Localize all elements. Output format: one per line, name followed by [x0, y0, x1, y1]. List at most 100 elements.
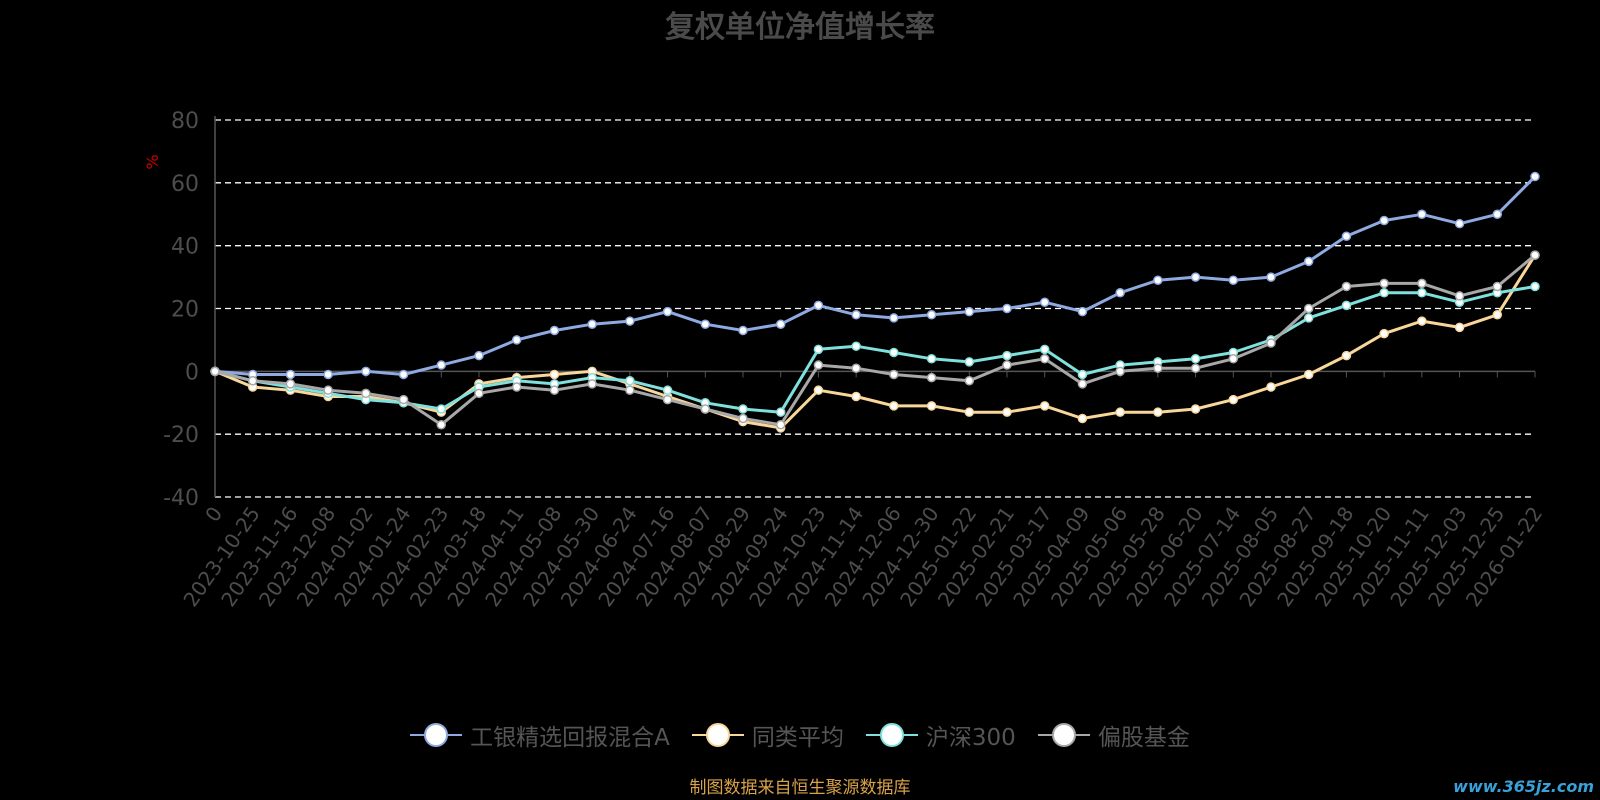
- data-point: [361, 388, 371, 399]
- data-point: [1266, 382, 1276, 392]
- data-point: [775, 319, 786, 329]
- data-point: [436, 404, 447, 414]
- data-point: [210, 366, 220, 377]
- data-point: [775, 419, 786, 430]
- data-point: [247, 376, 258, 386]
- data-point: [1417, 278, 1427, 289]
- data-point: [813, 344, 824, 355]
- data-point: [1303, 369, 1314, 380]
- data-point: [587, 379, 597, 389]
- data-point: [1303, 313, 1314, 323]
- y-tick-label: 80: [171, 109, 199, 134]
- data-point: [926, 401, 937, 411]
- legend-item[interactable]: 工银精选回报混合A: [410, 718, 670, 752]
- data-point: [1039, 297, 1050, 307]
- data-point: [813, 360, 824, 370]
- data-point: [1492, 310, 1503, 320]
- y-axis-label: %: [143, 154, 162, 169]
- data-point: [1228, 354, 1239, 364]
- y-tick-label: 0: [185, 360, 199, 385]
- y-tick-label: 60: [171, 172, 199, 197]
- data-point: [889, 401, 899, 411]
- data-point: [1341, 350, 1352, 361]
- legend-marker-icon: [1037, 723, 1090, 747]
- chart-title: 复权单位净值增长率: [665, 10, 935, 45]
- data-point: [474, 350, 484, 361]
- legend-item[interactable]: 同类平均: [691, 718, 844, 752]
- data-point: [738, 413, 748, 424]
- data-point: [323, 385, 333, 395]
- data-point: [1303, 256, 1314, 267]
- data-point: [738, 404, 748, 414]
- data-point: [1303, 303, 1314, 314]
- data-point: [361, 366, 371, 377]
- data-point: [587, 319, 597, 329]
- data-point: [1190, 354, 1201, 364]
- data-point: [1379, 278, 1389, 289]
- data-point: [775, 407, 786, 417]
- data-point: [1115, 407, 1125, 417]
- data-point: [1190, 272, 1201, 282]
- legend-item[interactable]: 偏股基金: [1037, 718, 1190, 752]
- data-point: [700, 404, 711, 414]
- data-point: [1002, 407, 1012, 417]
- data-point: [1341, 231, 1352, 241]
- data-point: [1266, 338, 1276, 348]
- data-point: [1190, 404, 1201, 414]
- data-point: [1454, 322, 1465, 333]
- legend-label: 沪深300: [925, 725, 1016, 751]
- data-point: [851, 363, 861, 373]
- data-point: [436, 360, 447, 370]
- chart-legend: 工银精选回报混合A 同类平均 沪深300 偏股基金: [0, 718, 1600, 752]
- data-point: [1115, 366, 1125, 377]
- y-tick-label: -40: [163, 486, 199, 511]
- data-point: [889, 369, 899, 380]
- data-point: [1530, 281, 1540, 292]
- data-point: [625, 316, 635, 326]
- watermark: www.365jz.com: [1453, 777, 1594, 796]
- data-point: [625, 385, 635, 395]
- series-line-0: [214, 175, 1537, 376]
- data-point: [1530, 250, 1540, 260]
- data-point: [285, 369, 296, 380]
- data-point: [926, 354, 937, 364]
- data-point: [851, 310, 861, 320]
- y-tick-label: 40: [171, 235, 199, 260]
- data-point: [964, 407, 975, 417]
- data-point: [1039, 354, 1050, 364]
- legend-label: 工银精选回报混合A: [470, 725, 670, 751]
- data-source-note: 制图数据来自恒生聚源数据库: [689, 778, 911, 798]
- data-point: [323, 369, 333, 380]
- data-point: [851, 341, 861, 351]
- series-line-2: [214, 285, 1536, 414]
- legend-item[interactable]: 沪深300: [865, 718, 1016, 752]
- legend-label: 偏股基金: [1097, 725, 1190, 751]
- data-point: [1266, 272, 1276, 282]
- series-line-3: [214, 253, 1536, 427]
- data-point: [285, 379, 296, 389]
- data-point: [1454, 291, 1465, 301]
- legend-label: 同类平均: [751, 725, 844, 751]
- data-point: [1530, 171, 1540, 182]
- data-point: [1039, 344, 1050, 355]
- data-point: [738, 325, 748, 336]
- data-point: [1190, 363, 1201, 373]
- data-point: [1341, 281, 1352, 292]
- data-point: [511, 382, 522, 392]
- data-point: [1077, 379, 1088, 389]
- y-tick-label: -20: [163, 423, 199, 448]
- data-point: [511, 335, 522, 345]
- data-point: [625, 376, 635, 386]
- data-point: [889, 347, 899, 358]
- data-point: [1039, 401, 1050, 411]
- data-point: [1115, 288, 1125, 298]
- data-point: [813, 300, 824, 311]
- data-point: [926, 372, 937, 383]
- data-point: [474, 388, 484, 399]
- data-point: [398, 394, 409, 405]
- data-point: [964, 357, 975, 367]
- data-point: [1153, 275, 1163, 285]
- legend-marker-icon: [410, 723, 463, 747]
- legend-marker-icon: [865, 723, 918, 747]
